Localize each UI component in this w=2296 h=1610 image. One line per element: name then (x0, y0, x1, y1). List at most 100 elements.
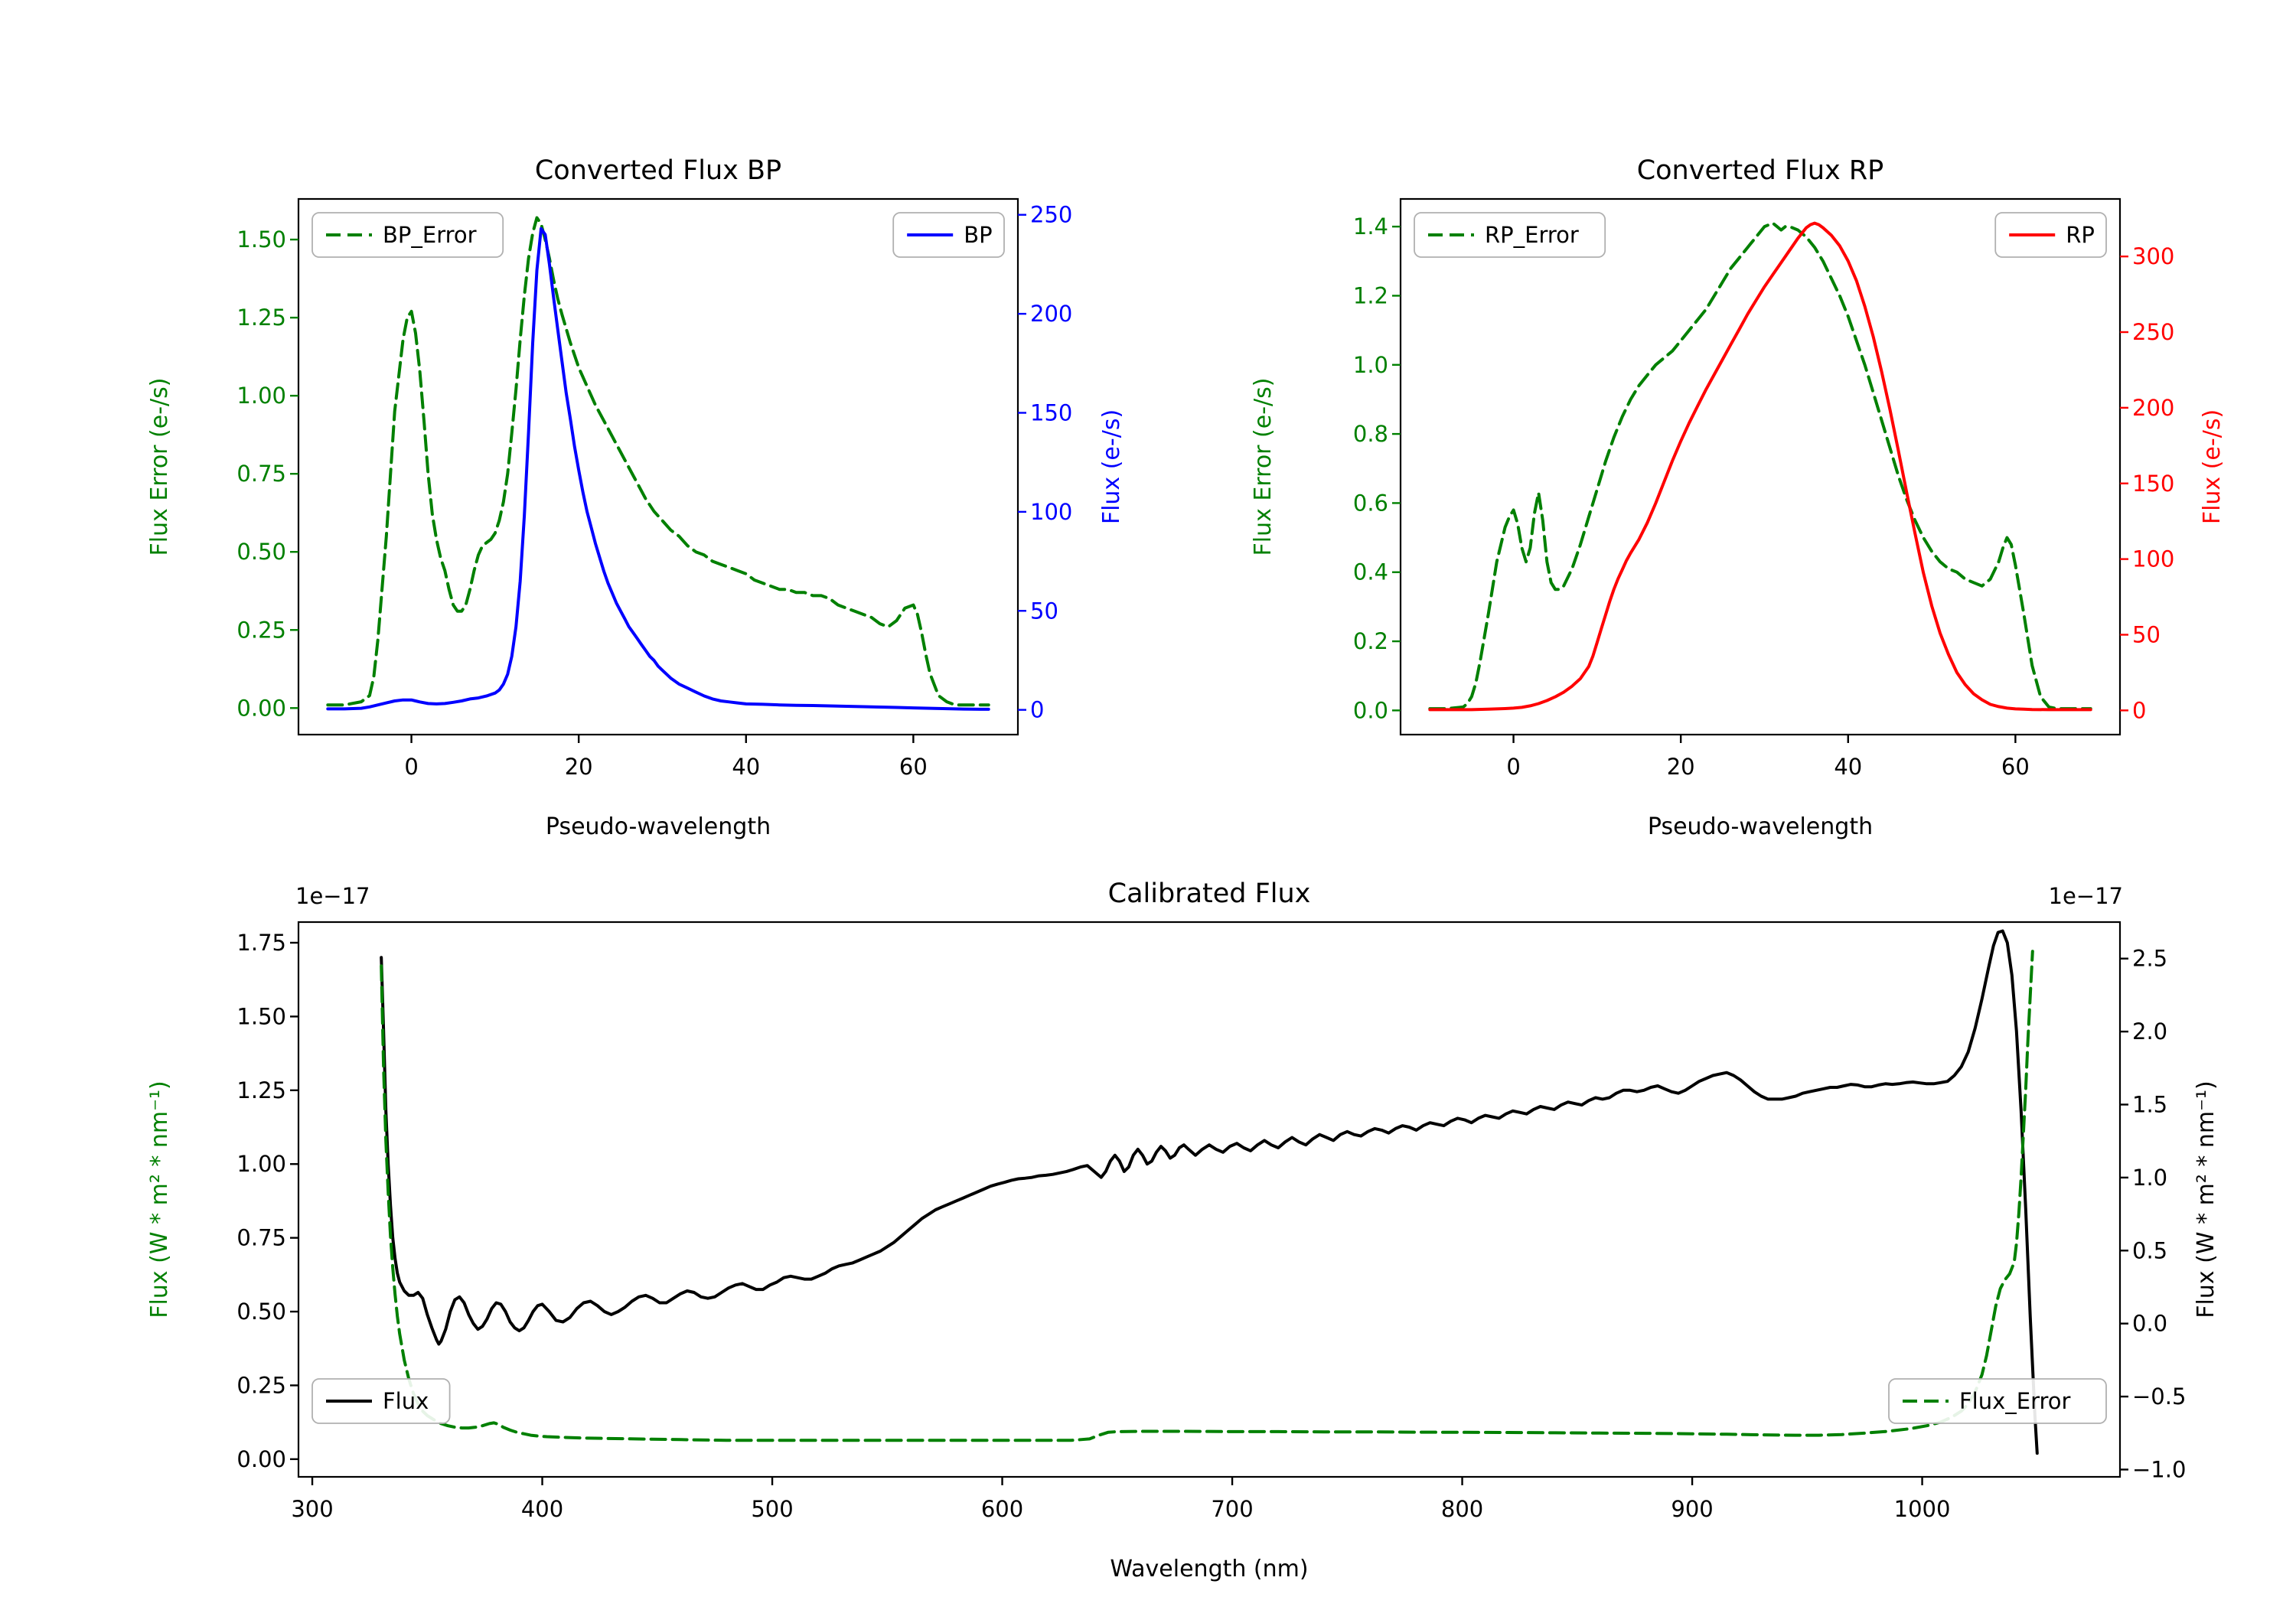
legend-label: BP (964, 222, 992, 248)
y-tick-label-right: 1.5 (2132, 1091, 2167, 1117)
chart-0: 0 20 40 60 0.00 0.25 0.50 0.75 1.00 1.25 1.50 0 50 10… (146, 155, 1125, 840)
chart-1: 0 20 40 60 0.0 0.2 0.4 0.6 0.8 1.0 1.2 1.4 0 50 100 150… (1250, 155, 2226, 840)
y-tick-label-right: 50 (1030, 598, 1058, 624)
legend-box (311, 212, 504, 258)
x-tick-label: 300 (291, 1496, 333, 1522)
legend-label: Flux_Error (1959, 1388, 2071, 1414)
legend-RP_Error: RP_Error (1414, 212, 1606, 258)
legend-BP_Error: BP_Error (311, 212, 504, 258)
y-tick-label-left: 1.75 (236, 930, 286, 956)
y-tick-label-left: 1.25 (236, 305, 286, 331)
axes-frame (297, 921, 2122, 1478)
y-tick-label-right: 100 (2132, 546, 2174, 572)
chart-title: Calibrated Flux (1108, 878, 1311, 909)
y-tick-label-right: 250 (1030, 202, 1072, 228)
y-tick-label-left: 0.00 (236, 1446, 286, 1472)
axis-offset-left: 1e−17 (295, 883, 370, 909)
y-tick-label-left: 0.75 (236, 461, 286, 487)
x-axis-label: Pseudo-wavelength (546, 813, 771, 840)
y-tick-label-right: −0.5 (2132, 1383, 2186, 1410)
y-tick-label-right: 200 (2132, 395, 2174, 421)
axes-frame (1399, 197, 2122, 736)
x-tick-label: 60 (899, 754, 928, 780)
x-tick-label: 40 (732, 754, 760, 780)
series-Flux (380, 929, 2039, 1455)
x-tick-label: 1000 (1894, 1496, 1951, 1522)
y-tick-label-left: 1.50 (236, 1003, 286, 1029)
axis-offset-right: 1e−17 (2049, 883, 2124, 909)
y-tick-label-right: 0.5 (2132, 1237, 2167, 1263)
y-tick-label-right: 200 (1030, 301, 1072, 327)
x-tick-label: 20 (565, 754, 593, 780)
y-tick-label-right: −1.0 (2132, 1456, 2186, 1482)
series-BP (326, 227, 990, 711)
legend-label: RP_Error (1485, 222, 1579, 248)
legend-RP: RP (1994, 212, 2107, 258)
x-tick-label: 0 (404, 754, 418, 780)
legend-label: Flux (383, 1388, 429, 1414)
x-axis-label: Pseudo-wavelength (1648, 813, 1873, 840)
y-tick-label-left: 1.0 (1353, 352, 1388, 378)
legend-BP: BP (892, 212, 1005, 258)
y-tick-label-right: 150 (2132, 471, 2174, 497)
chart-2: 300 400 500 600 700 800 900 1000 0.00 0.25 0.50 0.7… (146, 878, 2219, 1582)
x-tick-label: 700 (1211, 1496, 1253, 1522)
y-axis-label-right: Flux (W * m² * nm⁻¹) (2193, 1080, 2219, 1318)
x-tick-label: 800 (1441, 1496, 1483, 1522)
y-tick-label-left: 0.00 (236, 695, 286, 721)
series-Flux_Error (380, 950, 2034, 1442)
y-tick-label-left: 1.00 (236, 1151, 286, 1177)
y-tick-label-left: 0.50 (236, 1299, 286, 1325)
y-tick-label-left: 1.00 (236, 383, 286, 409)
series-RP_Error (1428, 221, 2092, 711)
legend-Flux_Error: Flux_Error (1888, 1378, 2107, 1424)
y-tick-label-left: 0.75 (236, 1225, 286, 1251)
series-BP_Error (326, 216, 990, 707)
y-tick-label-right: 50 (2132, 621, 2161, 647)
legend-box (1414, 212, 1606, 258)
y-tick-label-left: 0.0 (1353, 697, 1388, 723)
y-axis-label-left: Flux (W * m² * nm⁻¹) (146, 1080, 173, 1318)
y-tick-label-left: 0.50 (236, 539, 286, 565)
y-tick-label-right: 2.0 (2132, 1018, 2167, 1045)
x-axis-label: Wavelength (nm) (1110, 1556, 1308, 1582)
axes-frame (297, 197, 1019, 736)
y-tick-label-left: 0.2 (1353, 628, 1388, 654)
y-axis-label-right: Flux (e-/s) (1098, 409, 1125, 524)
series-RP (1428, 221, 2092, 712)
y-tick-label-left: 0.4 (1353, 559, 1388, 585)
chart-title: Converted Flux RP (1637, 155, 1884, 186)
y-axis-label-left: Flux Error (e-/s) (146, 378, 173, 556)
x-tick-label: 60 (2001, 754, 2030, 780)
y-tick-label-right: 0 (1030, 697, 1044, 723)
y-tick-label-left: 0.25 (236, 617, 286, 643)
y-tick-label-right: 300 (2132, 243, 2174, 269)
y-tick-label-left: 1.4 (1353, 213, 1388, 240)
y-tick-label-left: 1.25 (236, 1077, 286, 1103)
y-tick-label-left: 0.6 (1353, 490, 1388, 516)
x-tick-label: 500 (751, 1496, 793, 1522)
y-tick-label-right: 1.0 (2132, 1165, 2167, 1191)
legend-box (311, 1378, 451, 1424)
chart-title: Converted Flux BP (535, 155, 781, 186)
x-tick-label: 900 (1671, 1496, 1713, 1522)
legend-label: BP_Error (383, 222, 477, 248)
legend-box (1888, 1378, 2107, 1424)
x-tick-label: 20 (1667, 754, 1695, 780)
y-tick-label-right: 2.5 (2132, 946, 2167, 972)
y-axis-label-left: Flux Error (e-/s) (1250, 378, 1277, 556)
y-tick-label-left: 0.8 (1353, 421, 1388, 447)
x-tick-label: 0 (1506, 754, 1520, 780)
x-tick-label: 40 (1834, 754, 1862, 780)
y-tick-label-left: 0.25 (236, 1372, 286, 1398)
x-tick-label: 600 (981, 1496, 1023, 1522)
legend-Flux: Flux (311, 1378, 451, 1424)
y-tick-label-left: 1.2 (1353, 282, 1388, 308)
y-tick-label-right: 250 (2132, 319, 2174, 345)
y-tick-label-right: 150 (1030, 399, 1072, 425)
y-tick-label-right: 0 (2132, 697, 2146, 723)
x-tick-label: 400 (521, 1496, 563, 1522)
y-axis-label-right: Flux (e-/s) (2199, 409, 2226, 524)
